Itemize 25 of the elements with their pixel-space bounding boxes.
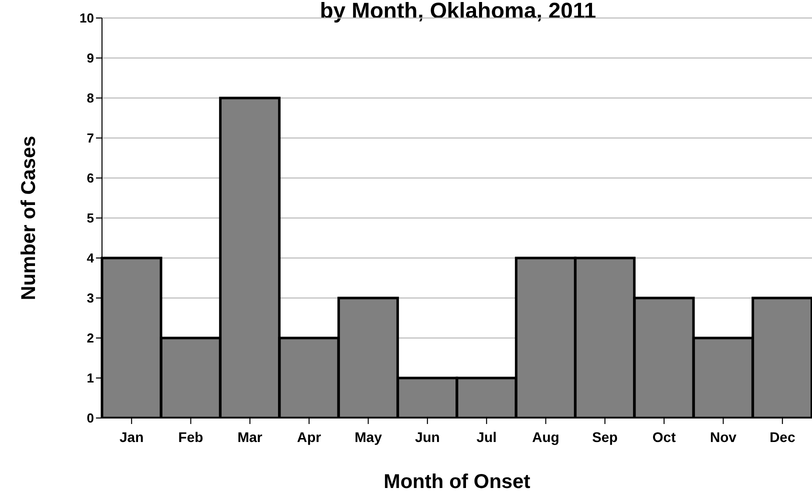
x-tick-label: Aug (532, 428, 560, 445)
x-tick-label: Feb (178, 428, 204, 445)
x-axis-title: Month of Onset (384, 471, 531, 493)
x-tick-label: Jun (414, 428, 440, 445)
x-tick-label: May (354, 428, 382, 445)
y-tick-label: 8 (86, 90, 94, 106)
x-tick-label: Oct (652, 428, 676, 445)
x-tick-label: Apr (297, 428, 322, 445)
x-tick-label: Jul (476, 428, 497, 445)
y-tick-label: 10 (80, 10, 94, 26)
y-tick-label: 6 (86, 170, 94, 186)
y-tick-label: 1 (86, 370, 94, 386)
y-tick-label: 0 (86, 410, 94, 426)
x-tick-label: Jan (120, 428, 144, 445)
x-tick-label: Mar (237, 428, 263, 445)
y-tick-label: 9 (86, 50, 94, 66)
y-tick-label: 3 (86, 290, 94, 306)
y-axis-title: Number of Cases (18, 136, 40, 300)
y-tick-label: 7 (86, 130, 94, 146)
y-tick-label: 4 (86, 250, 95, 266)
y-tick-label: 2 (86, 330, 94, 346)
x-tick-label: Sep (592, 428, 618, 445)
y-tick-label: 5 (86, 210, 94, 226)
x-tick-label: Dec (770, 428, 796, 445)
x-tick-label: Nov (710, 428, 737, 445)
